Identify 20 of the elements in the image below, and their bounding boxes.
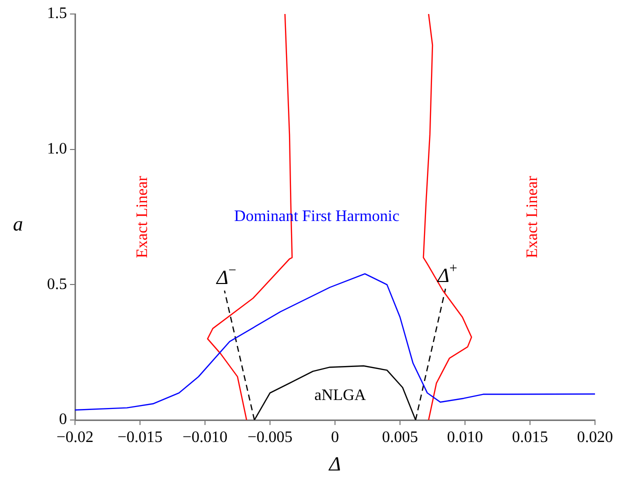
- series-label: Δ+: [436, 261, 458, 287]
- x-tick-label: 0.015: [512, 428, 548, 446]
- series-label: Δ−: [216, 263, 236, 289]
- annotation: Exact Linear: [134, 175, 151, 258]
- x-tick-label: −0.010: [182, 428, 228, 446]
- x-tick-label: 0: [331, 428, 339, 446]
- y-axis-title: a: [13, 213, 23, 236]
- y-tick-label: 0: [59, 411, 67, 428]
- annotation: aNLGA: [314, 386, 366, 404]
- x-tick-label: 0.005: [382, 428, 418, 446]
- y-tick-label: 0.5: [47, 276, 67, 293]
- y-tick-label: 1.5: [47, 5, 67, 22]
- x-tick-label: −0.005: [247, 428, 293, 446]
- annotation: Exact Linear: [524, 175, 541, 258]
- y-tick-label: 1.0: [47, 140, 67, 158]
- x-tick-label: 0.020: [577, 428, 613, 446]
- x-axis-title: Δ: [328, 453, 341, 476]
- x-tick-label: −0.015: [117, 428, 163, 446]
- x-tick-label: 0.010: [447, 428, 483, 446]
- x-tick-label: −0.02: [56, 428, 94, 446]
